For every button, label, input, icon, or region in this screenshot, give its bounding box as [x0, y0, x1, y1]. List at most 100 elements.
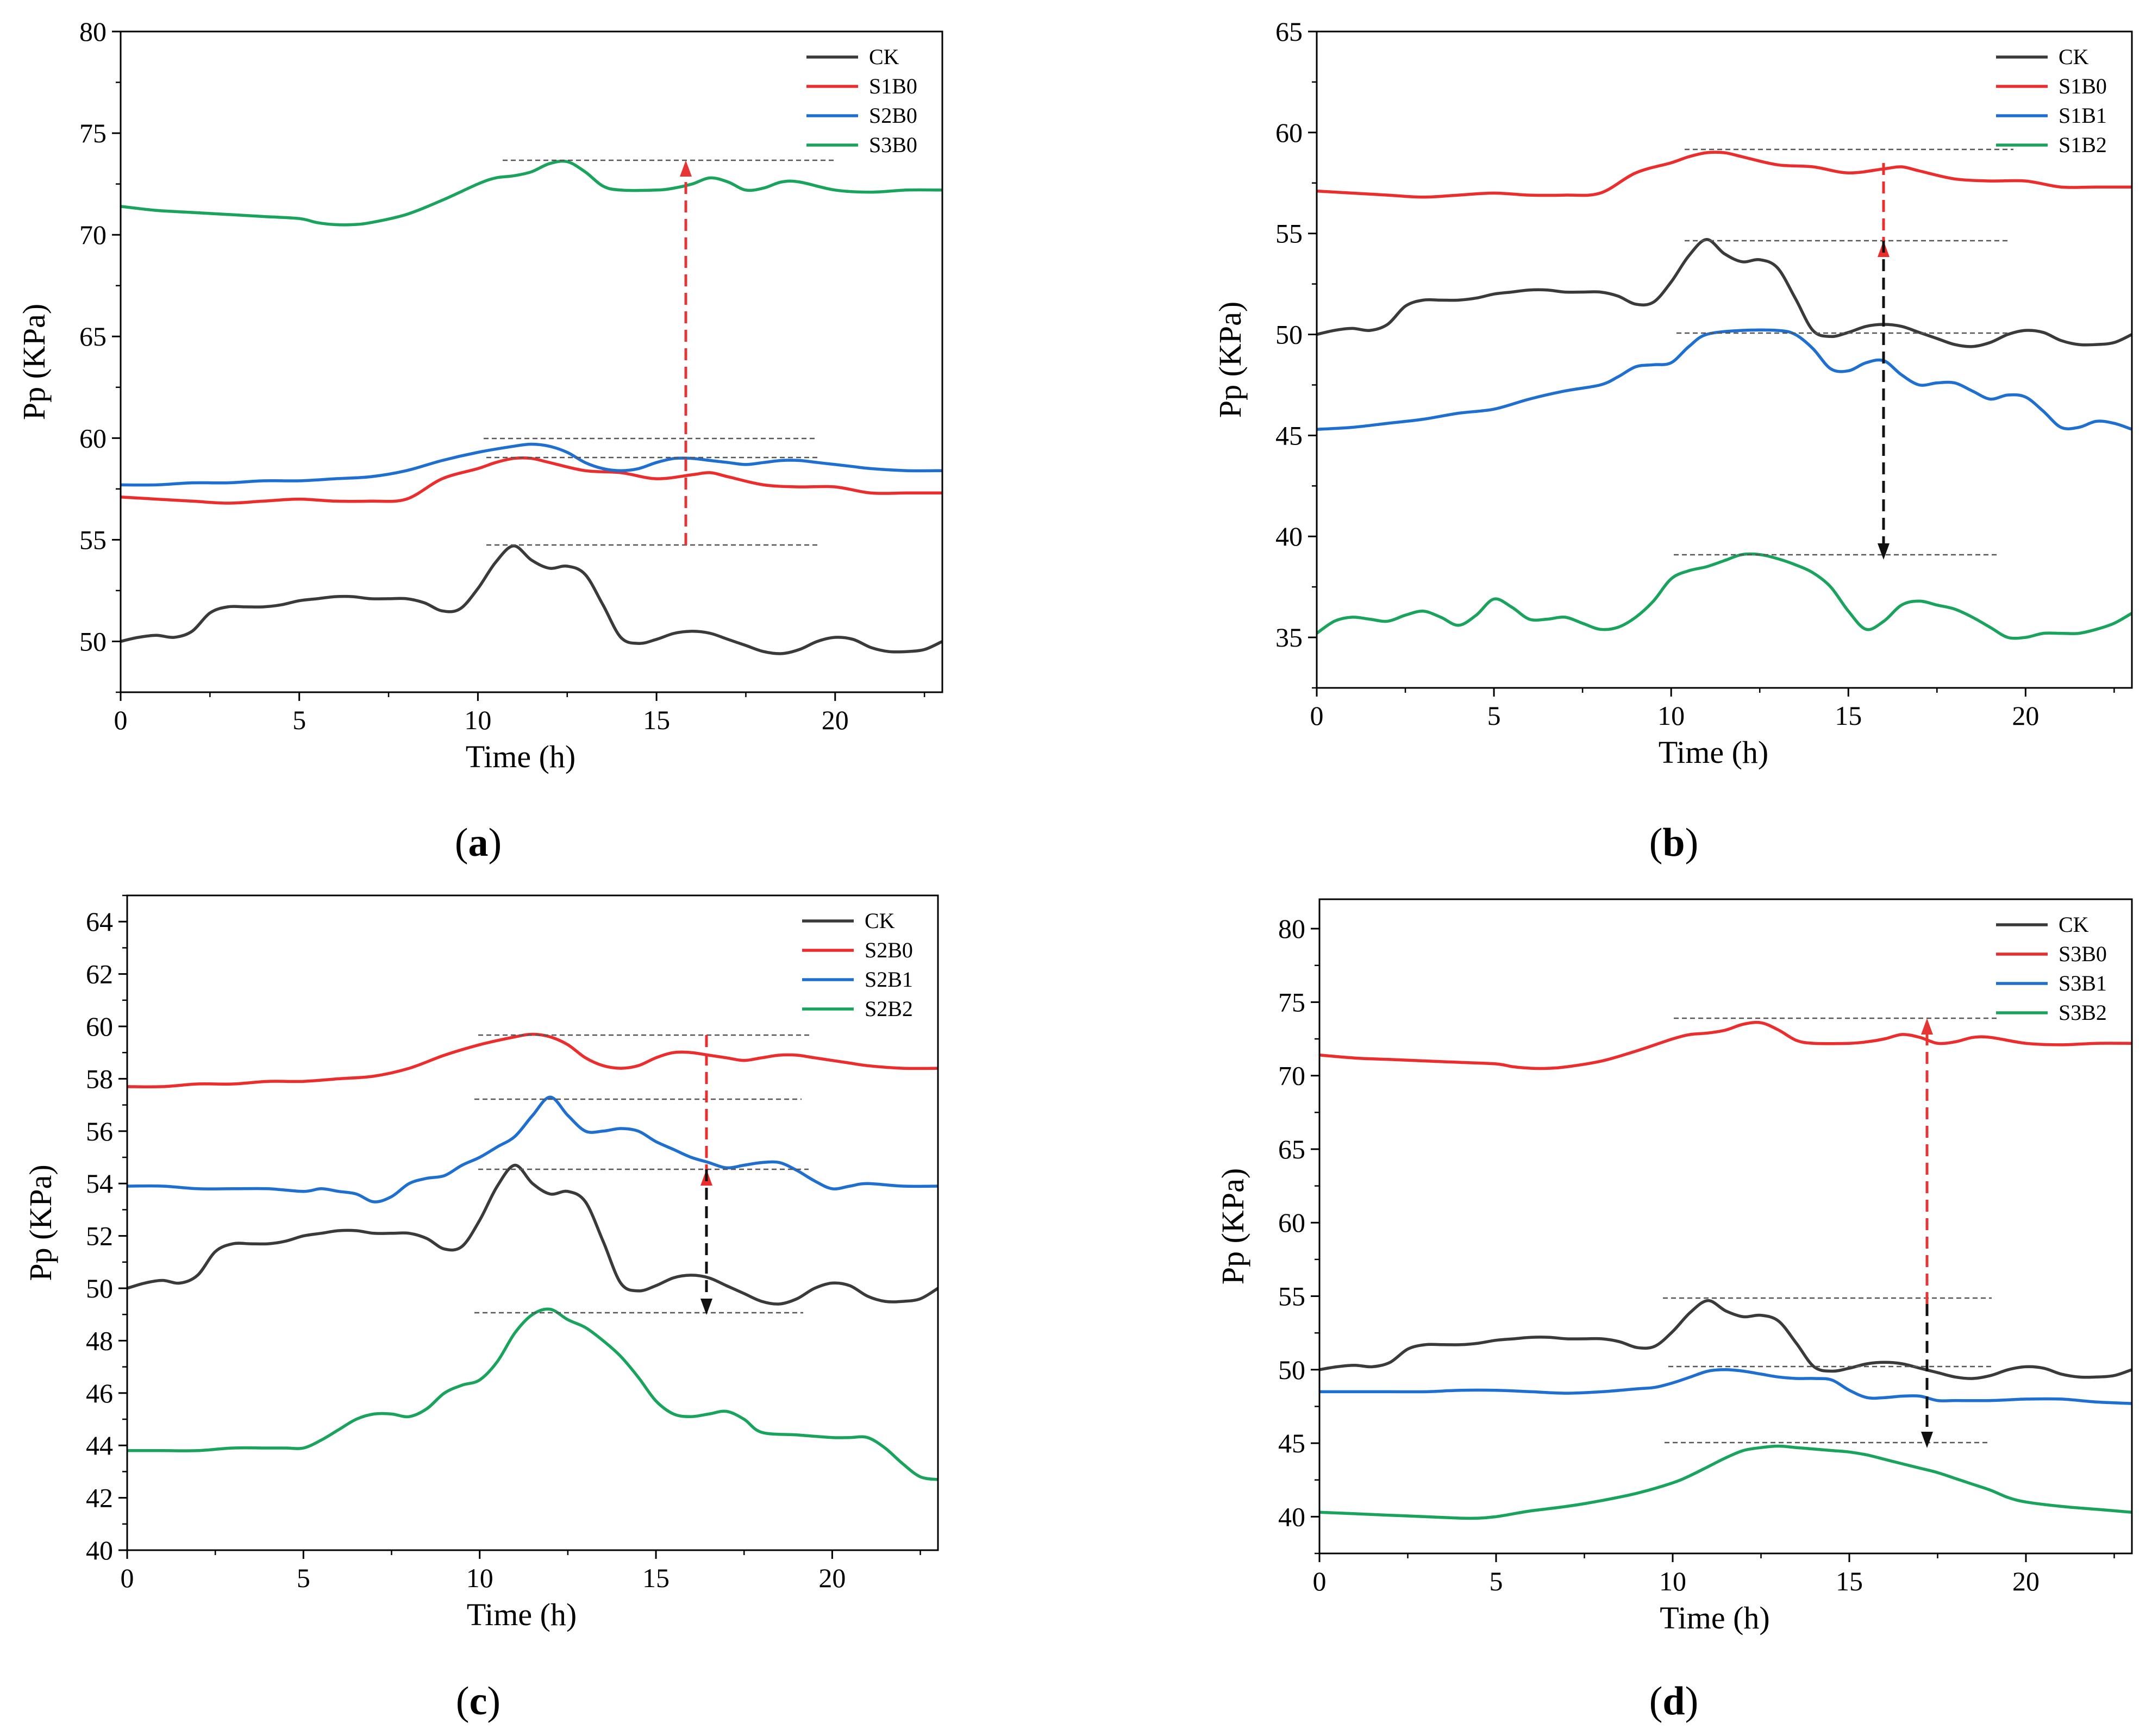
arrow-head: [680, 160, 692, 177]
legend: CK S3B0 S3B1 S3B2: [1996, 912, 2107, 1025]
legend-label-ck: CK: [865, 908, 895, 933]
x-tick-label: 20: [2012, 700, 2039, 731]
y-tick-label: 65: [1275, 16, 1303, 47]
y-tick-label: 42: [86, 1483, 113, 1513]
series-line-s2b0: [121, 442, 942, 487]
y-tick-label: 46: [86, 1378, 113, 1408]
x-tick-label: 20: [818, 1563, 846, 1593]
series-line-s3b2: [1319, 1444, 2132, 1520]
panel-caption-letter: b: [1662, 820, 1685, 865]
y-tick-label: 70: [1278, 1061, 1305, 1091]
y-tick-label: 50: [1278, 1355, 1305, 1385]
panel-caption-letter: d: [1662, 1679, 1685, 1724]
y-tick-label: 40: [1278, 1501, 1305, 1532]
x-tick-label: 10: [466, 1563, 493, 1593]
legend-label-ck: CK: [2059, 45, 2089, 69]
x-tick-label: 20: [822, 705, 849, 735]
legend-label-s2b2: S2B2: [865, 997, 913, 1021]
y-tick-label: 80: [1278, 913, 1305, 944]
y-tick-label: 48: [86, 1325, 113, 1356]
y-tick-label: 40: [1275, 521, 1303, 551]
y-tick-label: 60: [86, 1011, 113, 1042]
x-axis-title: Time (h): [1660, 1600, 1770, 1635]
chart-panel-d: 0 5 10 15 20 40 45 50 55 60 65 70 75 80 Time (h) Pp (KP…: [1215, 898, 2133, 1724]
y-tick-label: 50: [1275, 319, 1303, 350]
chart-panel-c: 0 5 10 15 20 40 42 44 46 48 50 52 54 56 58 60 62 64 Time (…: [23, 894, 939, 1724]
legend-label-ck: CK: [2059, 912, 2089, 937]
panel-caption: (d): [1649, 1679, 1698, 1724]
plot-frame: [120, 30, 943, 693]
y-tick-label: 60: [79, 423, 107, 453]
y-tick-label: 45: [1278, 1428, 1305, 1458]
x-tick-label: 10: [464, 705, 491, 735]
series-line-s3b0: [121, 159, 942, 227]
y-tick-label: 50: [79, 626, 107, 656]
y-tick-label: 75: [1278, 987, 1305, 1017]
legend-label-s1b2: S1B2: [2059, 133, 2107, 157]
y-axis-title: Pp (KPa): [1212, 302, 1248, 418]
series-line-ck: [1319, 1299, 2132, 1380]
y-tick-label: 52: [86, 1221, 113, 1251]
y-tick-label: 44: [86, 1430, 113, 1461]
chart-panel-b: 0 5 10 15 20 35 40 45 50 55 60 65 Time (h) Pp (KPa) CK…: [1212, 16, 2133, 865]
x-tick-label: 10: [1657, 700, 1685, 731]
y-tick-label: 62: [86, 959, 113, 989]
x-tick-label: 5: [1490, 1566, 1503, 1596]
series-lines: [127, 1032, 938, 1481]
plot-frame: [126, 894, 939, 1551]
legend-label-s2b1: S2B1: [865, 967, 913, 992]
x-tick-label: 0: [121, 1563, 134, 1593]
y-axis-title: Pp (KPa): [1215, 1168, 1250, 1284]
plot-frame: [1316, 30, 2133, 689]
x-tick-label: 5: [292, 705, 306, 735]
legend-label-s2b0: S2B0: [869, 103, 917, 128]
x-tick-label: 10: [1659, 1566, 1686, 1596]
series-line-s3b1: [1319, 1368, 2132, 1405]
y-tick-label: 55: [79, 524, 107, 555]
legend: CK S1B0 S2B0 S3B0: [806, 45, 917, 157]
legend-label-s1b1: S1B1: [2059, 103, 2107, 128]
x-tick-label: 15: [643, 705, 670, 735]
panel-caption: (b): [1649, 820, 1698, 865]
x-tick-label: 15: [642, 1563, 670, 1593]
arrow-head: [1921, 1018, 1933, 1035]
chart-panel-a: 0 5 10 15 20 50 55 60 65 70 75 80 Time (h) Pp (KPa) CK…: [16, 16, 943, 865]
series-lines: [1319, 1020, 2132, 1520]
y-tick-label: 65: [1278, 1134, 1305, 1164]
series-line-s1b0: [121, 456, 942, 505]
panel-caption-letter: c: [470, 1679, 487, 1724]
y-tick-label: 60: [1278, 1207, 1305, 1238]
y-tick-label: 55: [1278, 1281, 1305, 1312]
series-lines: [121, 159, 942, 655]
series-line-s1b2: [1317, 552, 2132, 640]
x-axis-title: Time (h): [1659, 735, 1769, 770]
legend-label-s3b2: S3B2: [2059, 1000, 2107, 1025]
y-tick-label: 70: [79, 220, 107, 250]
legend-label-s3b1: S3B1: [2059, 971, 2107, 995]
x-tick-label: 5: [297, 1563, 310, 1593]
y-tick-label: 56: [86, 1116, 113, 1146]
x-tick-label: 15: [1835, 700, 1862, 731]
series-lines: [1317, 151, 2132, 640]
arrow-head: [1921, 1432, 1933, 1448]
legend-label-ck: CK: [869, 45, 899, 69]
series-line-s2b0: [127, 1032, 938, 1089]
plot-frame: [1318, 898, 2133, 1555]
x-axis-title: Time (h): [467, 1597, 577, 1632]
series-line-ck: [121, 544, 942, 655]
y-tick-label: 80: [79, 16, 107, 47]
y-tick-label: 40: [86, 1535, 113, 1565]
y-tick-label: 58: [86, 1063, 113, 1094]
y-tick-label: 55: [1275, 218, 1303, 249]
series-line-s1b0: [1317, 151, 2132, 199]
y-tick-label: 45: [1275, 420, 1303, 450]
y-tick-label: 65: [79, 321, 107, 352]
legend-label-s1b0: S1B0: [869, 74, 917, 98]
x-tick-label: 0: [1310, 700, 1324, 731]
y-tick-label: 60: [1275, 117, 1303, 148]
series-line-s2b1: [127, 1095, 938, 1204]
legend-label-s1b0: S1B0: [2059, 74, 2107, 98]
arrow-head: [700, 1299, 712, 1315]
panel-caption: (c): [456, 1679, 501, 1724]
